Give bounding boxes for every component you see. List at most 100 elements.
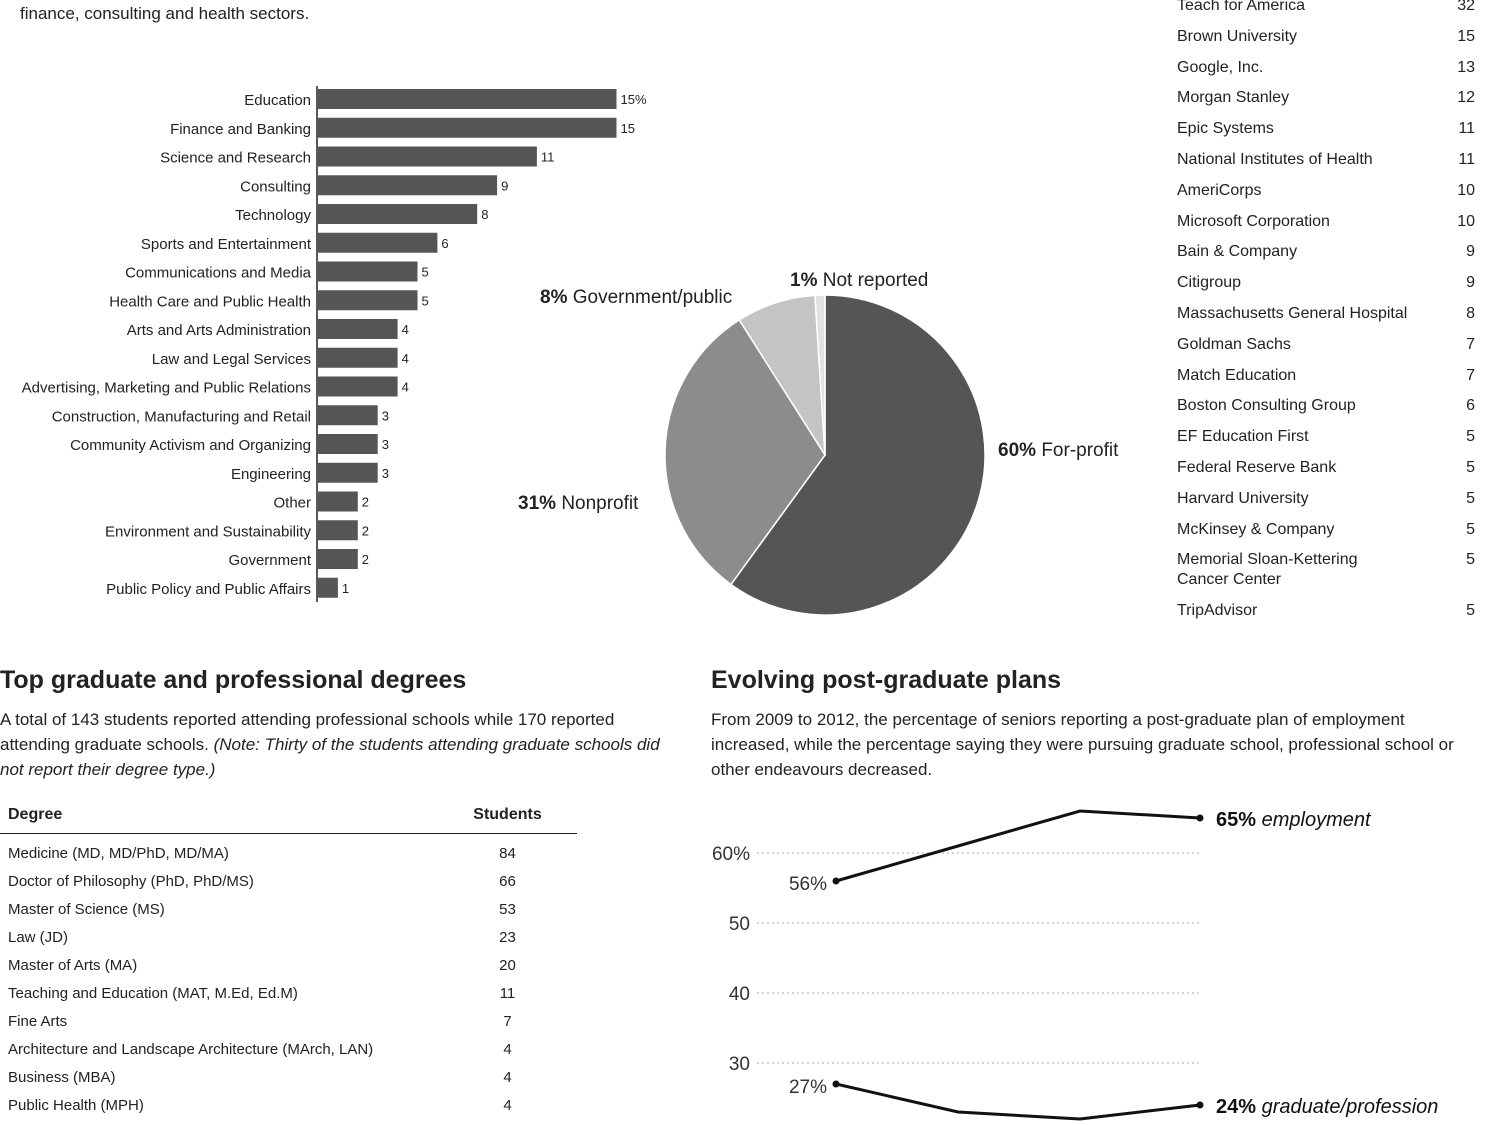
col-students: Students — [473, 806, 542, 823]
employer-name: National Institutes of Health — [1177, 151, 1373, 168]
degree-name: Doctor of Philosophy (PhD, PhD/MS) — [8, 873, 254, 890]
bar-label: Other — [273, 495, 311, 512]
y-tick-label: 40 — [729, 984, 750, 1005]
bar — [318, 462, 378, 483]
bar-label: Community Activism and Organizing — [70, 437, 311, 454]
bar-label: Sports and Entertainment — [141, 236, 312, 253]
bar-value: 9 — [501, 178, 508, 193]
bar-value: 8 — [481, 207, 488, 222]
employer-count: 5 — [1466, 428, 1475, 446]
bar — [318, 146, 537, 167]
series-line — [835, 1082, 1201, 1121]
pie-slice — [814, 294, 826, 456]
bar-value: 15% — [621, 92, 647, 107]
bar-value: 15 — [621, 121, 635, 136]
series-point — [832, 877, 840, 885]
bar-label: Engineering — [231, 466, 311, 483]
employer-name: TripAdvisor — [1177, 602, 1258, 620]
bar — [318, 117, 617, 138]
bar-label: Finance and Banking — [170, 121, 311, 138]
employer-name: Memorial Sloan-Kettering Cancer Center — [1177, 551, 1358, 589]
series-point — [832, 1080, 840, 1088]
employer-name: Epic Systems — [1177, 120, 1274, 138]
bar-label: Public Policy and Public Affairs — [106, 581, 311, 598]
bar-value: 4 — [402, 380, 409, 395]
pie-label: 31% Nonprofit — [518, 493, 639, 514]
degree-name: Architecture and Landscape Architecture … — [8, 1041, 374, 1058]
bar — [318, 319, 398, 339]
bar-value: 4 — [402, 322, 409, 337]
degree-count: 4 — [503, 1097, 512, 1114]
series-point — [1196, 1101, 1204, 1109]
bar — [318, 520, 358, 541]
employer-count: 9 — [1466, 243, 1475, 261]
employer-count: 7 — [1466, 335, 1475, 353]
employer-name: Brown University — [1177, 27, 1298, 45]
degree-name: Business (MBA) — [8, 1069, 116, 1086]
employer-count: 5 — [1466, 520, 1475, 538]
employer-name: Microsoft Corporation — [1177, 212, 1330, 230]
bar-label: Law and Legal Services — [152, 351, 311, 368]
degree-count: 4 — [503, 1069, 512, 1086]
bar-value: 5 — [422, 265, 429, 280]
bar — [318, 232, 438, 253]
bar-label: Environment and Sustainability — [105, 523, 311, 540]
degree-count: 84 — [499, 845, 516, 862]
intro-text: finance, consulting and health sectors. — [20, 4, 310, 23]
degree-name: Master of Science (MS) — [8, 901, 165, 918]
series-start-label: 27% — [789, 1077, 827, 1098]
employer-count: 8 — [1466, 305, 1475, 322]
degree-count: 53 — [499, 901, 516, 918]
bar-value: 3 — [382, 437, 389, 452]
employer-count: 13 — [1457, 58, 1475, 76]
bar-label: Technology — [235, 207, 311, 224]
employer-count: 9 — [1466, 274, 1475, 292]
subtitle-text: A total of 143 students reported attendi… — [0, 710, 615, 754]
bar — [318, 376, 398, 397]
bar-label: Government — [228, 552, 311, 569]
pie-slice — [664, 318, 826, 586]
employer-name: Bain & Company — [1177, 243, 1298, 261]
bar-value: 2 — [362, 523, 369, 538]
employer-count: 15 — [1457, 27, 1475, 45]
employer-name: Citigroup — [1177, 274, 1242, 292]
series-point — [1196, 814, 1204, 822]
pie-label: 1% Not reported — [790, 270, 928, 291]
bar — [318, 347, 398, 368]
employer-count: 11 — [1458, 120, 1475, 138]
degree-name: Public Health (MPH) — [8, 1097, 144, 1114]
degree-name: Teaching and Education (MAT, M.Ed, Ed.M) — [8, 985, 298, 1002]
plans-subtitle: From 2009 to 2012, the percentage of sen… — [711, 710, 1454, 779]
degree-count: 11 — [499, 985, 516, 1002]
degree-name: Fine Arts — [8, 1013, 68, 1030]
employer-name: Goldman Sachs — [1177, 335, 1291, 353]
series-end-label: 65% employment — [1216, 809, 1372, 831]
employer-count: 5 — [1466, 551, 1475, 569]
employer-count: 5 — [1466, 489, 1475, 507]
bar — [318, 405, 378, 426]
bar — [318, 175, 498, 196]
bar-value: 3 — [382, 408, 389, 423]
employer-count: 12 — [1457, 89, 1475, 107]
bar — [318, 204, 478, 224]
bar-label: Arts and Arts Administration — [127, 322, 311, 339]
y-tick-label: 50 — [729, 914, 750, 935]
employer-name: AmeriCorps — [1177, 181, 1262, 199]
degree-name: Law (JD) — [8, 929, 69, 946]
y-tick-label: 60% — [712, 844, 750, 865]
employer-name: McKinsey & Company — [1177, 520, 1335, 538]
employer-name: Teach for America — [1177, 0, 1306, 14]
bar — [318, 577, 338, 598]
employer-count: 6 — [1466, 397, 1475, 415]
subtitle-note: (Note: Thirty of the students attending … — [0, 735, 660, 779]
degrees-subtitle: A total of 143 students reported attendi… — [0, 707, 660, 782]
bar-label: Education — [244, 92, 311, 109]
employer-name: EF Education First — [1177, 428, 1309, 446]
employer-name: Federal Reserve Bank — [1177, 459, 1337, 476]
degree-count: 66 — [499, 873, 516, 890]
bar-label: Consulting — [240, 178, 311, 195]
bar — [318, 434, 378, 454]
employer-count: 11 — [1458, 151, 1475, 168]
bar-value: 11 — [541, 150, 555, 165]
